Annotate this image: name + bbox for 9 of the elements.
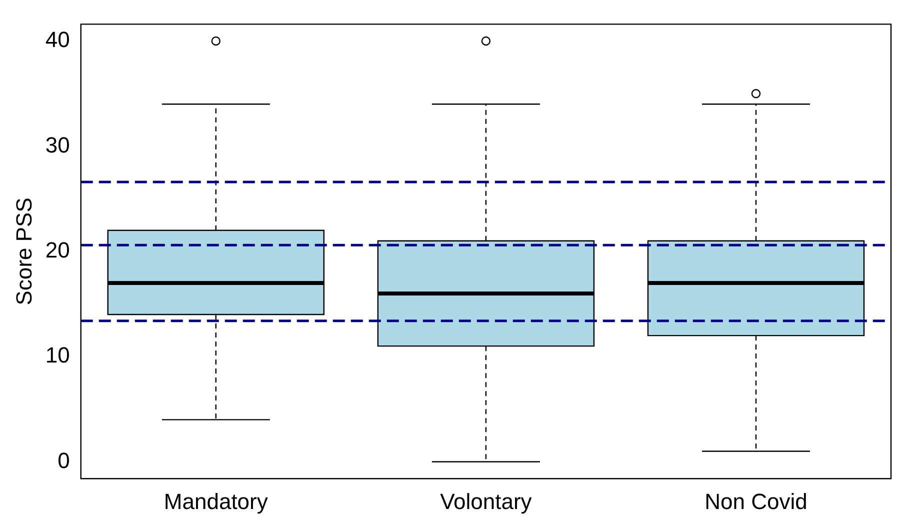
x-tick-label: Mandatory bbox=[164, 488, 268, 514]
y-tick-label: 0 bbox=[58, 448, 70, 473]
x-tick-label: Volontary bbox=[440, 488, 532, 514]
y-tick-label: 40 bbox=[45, 27, 70, 52]
y-axis-title: Score PSS bbox=[11, 198, 36, 306]
y-tick-label: 30 bbox=[45, 132, 70, 158]
y-tick-label: 20 bbox=[45, 237, 70, 262]
y-tick-label: 10 bbox=[45, 342, 70, 368]
x-tick-label: Non Covid bbox=[704, 488, 808, 514]
